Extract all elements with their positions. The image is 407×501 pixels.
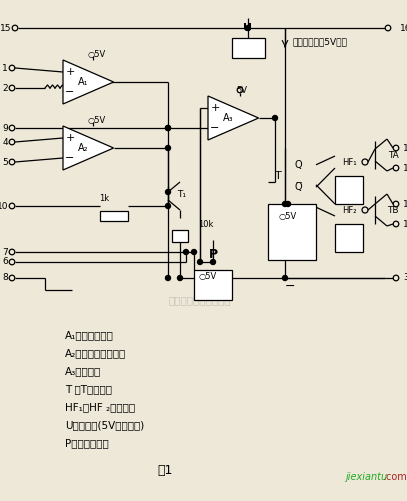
Bar (335, 224, 363, 252)
Text: 15: 15 (0, 24, 11, 33)
Text: 5: 5 (2, 157, 8, 166)
Text: 图1: 图1 (158, 463, 173, 476)
Text: HF₂: HF₂ (342, 205, 356, 214)
Circle shape (282, 276, 287, 281)
Text: −: − (65, 87, 75, 97)
Bar (268, 204, 316, 260)
Bar (232, 38, 265, 58)
Text: +: + (210, 103, 220, 113)
Text: T ：T型触发器: T ：T型触发器 (65, 384, 112, 394)
Text: T: T (275, 171, 281, 181)
Circle shape (166, 125, 171, 130)
Text: −: − (65, 153, 75, 163)
Circle shape (210, 260, 215, 265)
Circle shape (166, 276, 171, 281)
Text: +: + (65, 133, 75, 143)
Polygon shape (63, 60, 114, 104)
Text: U: U (243, 23, 252, 33)
Text: A₂: A₂ (78, 143, 88, 153)
Text: 5V: 5V (236, 86, 247, 95)
Text: 11: 11 (403, 163, 407, 172)
Text: −: − (210, 123, 220, 133)
Bar (172, 230, 188, 242)
Circle shape (184, 249, 188, 255)
Polygon shape (208, 96, 258, 140)
Text: A₁: A₁ (78, 77, 88, 87)
Text: 1k: 1k (99, 193, 109, 202)
Circle shape (197, 260, 203, 265)
Text: +: + (65, 67, 75, 77)
Circle shape (192, 249, 197, 255)
Circle shape (282, 201, 287, 206)
Text: 12: 12 (403, 143, 407, 152)
Text: A₁：误差放大器: A₁：误差放大器 (65, 330, 114, 340)
Text: ○5V: ○5V (88, 116, 106, 125)
Text: 8: 8 (2, 274, 8, 283)
Bar (335, 176, 363, 204)
Circle shape (166, 189, 171, 194)
Text: ○5V: ○5V (199, 272, 217, 281)
Text: 10: 10 (0, 201, 8, 210)
Text: 1: 1 (2, 64, 8, 73)
Circle shape (285, 201, 291, 206)
Circle shape (273, 116, 278, 121)
Text: 13: 13 (403, 199, 407, 208)
Text: TA: TA (387, 150, 398, 159)
Text: .com: .com (383, 472, 407, 482)
Text: P: P (208, 248, 218, 262)
Text: −: − (285, 280, 295, 293)
Text: 提供所有内部5V电源: 提供所有内部5V电源 (293, 38, 348, 47)
Bar (100, 211, 128, 221)
Text: U：电压源(5V基准电压): U：电压源(5V基准电压) (65, 420, 144, 430)
Text: A₃：比较器: A₃：比较器 (65, 366, 101, 376)
Circle shape (166, 145, 171, 150)
Text: 10k: 10k (198, 219, 213, 228)
Text: jiexiantu: jiexiantu (345, 472, 387, 482)
Circle shape (166, 125, 171, 130)
Text: T₁: T₁ (177, 189, 186, 198)
Text: 16: 16 (400, 24, 407, 33)
Text: 9: 9 (2, 124, 8, 132)
Text: 2: 2 (2, 84, 8, 93)
Text: HF₁、HF ₂：或非门: HF₁、HF ₂：或非门 (65, 402, 135, 412)
Text: HF₁: HF₁ (342, 157, 356, 166)
Text: A₂：电源限制放大器: A₂：电源限制放大器 (65, 348, 126, 358)
Circle shape (166, 203, 171, 208)
Polygon shape (63, 126, 114, 170)
Text: 4: 4 (2, 137, 8, 146)
Text: ○5V: ○5V (88, 50, 106, 59)
Text: Q̅: Q̅ (294, 182, 302, 192)
Text: 7: 7 (2, 247, 8, 257)
Circle shape (245, 26, 250, 31)
Text: 杭州精睿科技有限公司: 杭州精睿科技有限公司 (169, 295, 231, 305)
Text: 14: 14 (403, 219, 407, 228)
Text: 6: 6 (2, 258, 8, 267)
Text: Q: Q (294, 160, 302, 170)
Bar (194, 270, 232, 300)
Text: TB: TB (387, 205, 399, 214)
Text: 3: 3 (403, 274, 407, 283)
Text: P：斜波发生器: P：斜波发生器 (65, 438, 109, 448)
Circle shape (177, 276, 182, 281)
Text: A₃: A₃ (223, 113, 233, 123)
Text: ○5V: ○5V (279, 211, 297, 220)
